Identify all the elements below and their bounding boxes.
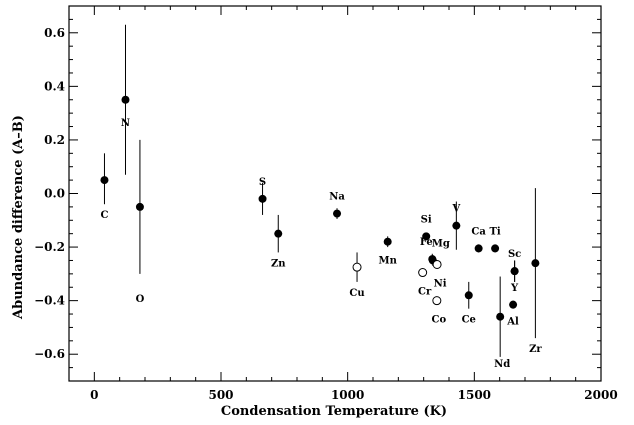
point-marker xyxy=(452,221,461,230)
data-point-si: Si xyxy=(421,214,432,241)
point-label: Cu xyxy=(349,288,364,299)
point-marker xyxy=(418,268,428,278)
point-label: Zr xyxy=(529,344,542,355)
point-marker xyxy=(333,209,342,218)
data-series: C N O S Zn Na Cu Mn Si Cr Fe Mg Ni Co V Ce Ca Ti Nd Sc Y Al Zr xyxy=(100,24,542,370)
point-label: Y xyxy=(510,283,519,294)
point-marker xyxy=(432,259,442,269)
point-marker xyxy=(274,229,283,238)
x-tick-label: 500 xyxy=(208,388,233,402)
point-label: N xyxy=(121,118,130,129)
point-label: Mn xyxy=(379,256,398,267)
y-tick-label: −0.4 xyxy=(34,294,65,308)
data-point-mn: Mn xyxy=(379,236,398,267)
data-point-s: S xyxy=(258,177,267,215)
x-tick-label: 1000 xyxy=(331,388,364,402)
point-marker xyxy=(496,312,505,321)
point-marker xyxy=(509,300,518,309)
data-point-al: Al xyxy=(506,300,519,328)
data-point-nd: Nd xyxy=(494,276,510,370)
data-point-zn: Zn xyxy=(271,214,286,269)
ticks: 0 500 1000 1500 2000 −0.6 −0.4 −0.2 0.0 0.2 0.4 0.6 xyxy=(34,5,618,402)
point-marker xyxy=(352,262,362,272)
data-point-o: O xyxy=(135,139,145,305)
point-label: Na xyxy=(329,192,345,203)
data-point-v: V xyxy=(451,201,461,250)
point-label: V xyxy=(451,204,460,215)
data-point-cr: Cr xyxy=(418,268,432,298)
point-label: Ni xyxy=(434,278,447,289)
point-marker xyxy=(464,291,473,300)
point-label: Ce xyxy=(462,315,476,326)
point-label: Co xyxy=(432,315,447,326)
data-point-ti: Ti xyxy=(489,226,501,253)
y-tick-label: −0.6 xyxy=(34,347,65,361)
point-label: Si xyxy=(421,214,432,225)
data-point-ni: Ni xyxy=(432,259,447,289)
point-label: Fe xyxy=(420,237,433,248)
point-marker xyxy=(510,267,519,276)
point-marker xyxy=(432,296,442,306)
point-label: S xyxy=(259,177,266,188)
point-label: O xyxy=(136,294,145,305)
y-tick-label: 0.6 xyxy=(44,26,65,40)
point-marker xyxy=(121,95,130,104)
x-tick-label: 1500 xyxy=(458,388,491,402)
point-marker xyxy=(258,194,267,203)
data-point-co: Co xyxy=(432,296,447,326)
point-marker xyxy=(383,237,392,246)
point-label: C xyxy=(100,210,108,221)
data-point-cu: Cu xyxy=(349,252,365,299)
point-label: Mg xyxy=(432,238,450,249)
y-tick-label: 0.0 xyxy=(44,187,65,201)
data-point-zr: Zr xyxy=(529,188,542,355)
point-marker xyxy=(100,176,109,185)
point-marker xyxy=(422,232,431,241)
data-point-y: Y xyxy=(510,260,519,294)
y-axis-title: Abundance difference (A–B) xyxy=(11,115,26,320)
point-label: Sc xyxy=(508,249,521,260)
point-marker xyxy=(474,244,483,253)
point-marker xyxy=(135,202,144,211)
point-label: Ti xyxy=(489,226,500,237)
x-tick-label: 0 xyxy=(90,388,98,402)
data-point-na: Na xyxy=(329,192,345,219)
point-marker xyxy=(491,244,500,253)
x-tick-label: 2000 xyxy=(584,388,617,402)
point-label: Zn xyxy=(271,258,286,269)
point-label: Nd xyxy=(494,359,510,370)
point-label: Cr xyxy=(418,287,432,298)
x-axis-title: Condensation Temperature (K) xyxy=(221,404,447,419)
point-marker xyxy=(531,259,540,268)
y-tick-label: 0.4 xyxy=(44,79,65,93)
y-tick-label: 0.2 xyxy=(44,133,65,147)
data-point-c: C xyxy=(100,153,108,221)
point-label: Al xyxy=(506,317,519,328)
data-point-ce: Ce xyxy=(462,281,476,326)
data-point-ca: Ca xyxy=(471,226,486,253)
y-tick-label: −0.2 xyxy=(34,240,65,254)
data-point-n: N xyxy=(121,24,130,175)
point-label: Ca xyxy=(471,226,486,237)
